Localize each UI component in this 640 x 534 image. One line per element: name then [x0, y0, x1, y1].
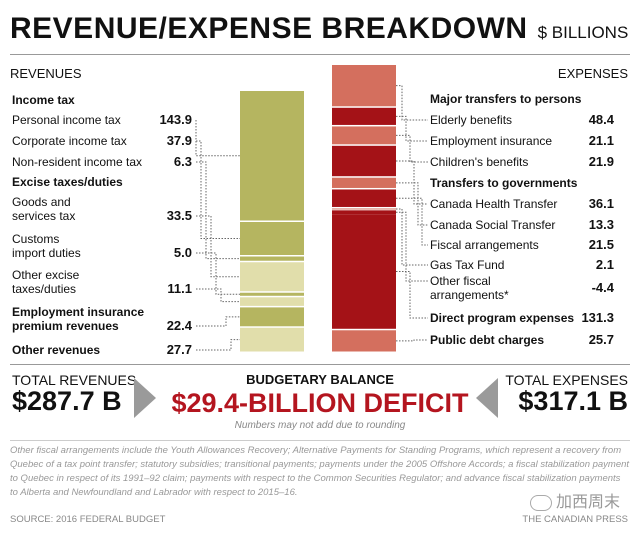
- bar-segment-personal-income-tax: [240, 91, 304, 221]
- leader-line-employment-insurance-premium-revenues: [196, 316, 240, 327]
- expense-label-fiscal-arrangements: Fiscal arrangements: [430, 238, 539, 252]
- left-arrow-icon: [476, 378, 498, 418]
- total-revenues-label: TOTAL REVENUES: [12, 372, 137, 388]
- expense-value-public-debt-charges: 25.7: [588, 332, 614, 347]
- leader-line-public-debt-charges: [396, 339, 428, 342]
- bar-segment-gas-tax-fund: [332, 208, 396, 210]
- title-row: REVENUE/EXPENSE BREAKDOWN $ BILLIONS: [10, 12, 628, 46]
- total-expenses-value: $317.1 B: [518, 386, 628, 416]
- bar-segment-other-revenues: [240, 327, 304, 352]
- bar-segment-children-s-benefits: [332, 126, 396, 145]
- expense-label-public-debt-charges: Public debt charges: [430, 333, 545, 347]
- leader-line-other-excise-taxes-duties: [196, 288, 240, 303]
- rounding-note: Numbers may not add due to rounding: [234, 420, 406, 431]
- bar-segment-other-fiscal-arrangements: [332, 210, 396, 215]
- footnote: Other fiscal arrangements include the Yo…: [10, 445, 630, 498]
- revenue-label-income-tax: Income tax: [12, 93, 75, 107]
- expense-value-other-fiscal-arrangements: -4.4: [591, 280, 614, 295]
- revenue-label-goods-and-services-tax: Goods and services tax: [12, 195, 76, 223]
- revenue-value-other-excise-taxes-duties: 11.1: [167, 281, 192, 296]
- total-revenues-value: $287.7 B: [12, 386, 122, 416]
- bar-segment-non-resident-income-tax: [240, 256, 304, 261]
- expenses-heading: EXPENSES: [557, 66, 628, 81]
- expense-label-canada-social-transfer: Canada Social Transfer: [430, 218, 556, 232]
- revenue-label-personal-income-tax: Personal income tax: [12, 113, 121, 127]
- unit-label: $ BILLIONS: [537, 23, 629, 42]
- revenue-label-corporate-income-tax: Corporate income tax: [12, 134, 127, 148]
- balance-label: BUDGETARY BALANCE: [246, 372, 394, 387]
- bar-segment-fiscal-arrangements: [332, 189, 396, 207]
- watermark: 加西周末: [530, 488, 620, 512]
- expense-value-employment-insurance: 21.1: [588, 133, 614, 148]
- leader-line-customs-import-duties: [196, 252, 240, 295]
- leader-line-children-s-benefits: [396, 134, 428, 163]
- expense-value-gas-tax-fund: 2.1: [595, 257, 614, 272]
- expense-value-direct-program-expenses: 131.3: [581, 310, 614, 325]
- expense-label-gas-tax-fund: Gas Tax Fund: [430, 258, 505, 272]
- bar-segment-direct-program-expenses: [332, 214, 396, 329]
- leader-line-goods-and-services-tax: [196, 215, 240, 278]
- deficit-value: $29.4-BILLION DEFICIT: [171, 388, 469, 418]
- leader-line-other-fiscal-arrangements: [396, 211, 428, 282]
- expense-label-employment-insurance: Employment insurance: [430, 134, 553, 148]
- leader-line-employment-insurance: [396, 115, 428, 142]
- right-arrow-icon: [134, 378, 156, 418]
- leader-line-gas-tax-fund: [396, 208, 428, 266]
- leader-line-elderly-benefits: [396, 85, 428, 121]
- bar-segment-public-debt-charges: [332, 330, 396, 352]
- revenue-label-excise-taxes-duties: Excise taxes/duties: [12, 175, 123, 189]
- bar-segment-canada-social-transfer: [332, 177, 396, 188]
- chart-title: REVENUE/EXPENSE BREAKDOWN: [10, 12, 528, 45]
- title-divider: [10, 54, 630, 55]
- expense-label-direct-program-expenses: Direct program expenses: [430, 311, 575, 325]
- bar-segment-customs-import-duties: [240, 292, 304, 296]
- revenue-value-personal-income-tax: 143.9: [159, 112, 192, 127]
- footnote-divider: [10, 440, 630, 441]
- expense-value-elderly-benefits: 48.4: [588, 112, 614, 127]
- expense-label-other-fiscal-arrangements: Other fiscal arrangements*: [430, 274, 509, 302]
- expense-value-children-s-benefits: 21.9: [588, 154, 614, 169]
- revenue-value-non-resident-income-tax: 6.3: [173, 154, 192, 169]
- bar-segment-employment-insurance: [332, 107, 396, 125]
- revenue-label-other-revenues: Other revenues: [12, 343, 101, 357]
- expense-value-canada-health-transfer: 36.1: [588, 196, 614, 211]
- revenue-label-employment-insurance-premium-revenues: Employment insurance premium revenues: [12, 305, 145, 333]
- expense-label-transfers-to-governments: Transfers to governments: [430, 176, 578, 190]
- expense-value-fiscal-arrangements: 21.5: [588, 237, 614, 252]
- bar-segment-goods-and-services-tax: [240, 262, 304, 292]
- bar-segment-elderly-benefits: [332, 65, 396, 107]
- leader-line-other-revenues: [196, 339, 240, 351]
- revenue-value-corporate-income-tax: 37.9: [166, 133, 192, 148]
- expense-label-major-transfers-to-persons: Major transfers to persons: [430, 92, 582, 106]
- leader-line-fiscal-arrangements: [396, 197, 428, 246]
- expense-value-canada-social-transfer: 13.3: [588, 217, 614, 232]
- revenue-value-other-revenues: 27.7: [166, 342, 192, 357]
- credit-line: THE CANADIAN PRESS: [522, 514, 628, 525]
- leader-line-canada-social-transfer: [396, 182, 428, 226]
- wechat-icon: [530, 494, 552, 511]
- leader-line-personal-income-tax: [195, 120, 240, 157]
- revenue-value-customs-import-duties: 5.0: [173, 245, 192, 260]
- leader-line-direct-program-expenses: [396, 270, 428, 319]
- revenue-value-employment-insurance-premium-revenues: 22.4: [166, 318, 192, 333]
- leader-line-non-resident-income-tax: [196, 161, 240, 260]
- watermark-text: 加西周末: [556, 494, 621, 511]
- bar-segment-other-excise-taxes-duties: [240, 297, 304, 306]
- expense-label-children-s-benefits: Children's benefits: [430, 155, 529, 169]
- expense-label-canada-health-transfer: Canada Health Transfer: [430, 197, 558, 211]
- totals-divider: [10, 364, 630, 365]
- revenue-label-customs-import-duties: Customs import duties: [12, 232, 81, 260]
- source-line: SOURCE: 2016 FEDERAL BUDGET: [10, 514, 166, 525]
- bar-segment-canada-health-transfer: [332, 145, 396, 177]
- revenue-value-goods-and-services-tax: 33.5: [166, 208, 192, 223]
- revenue-label-non-resident-income-tax: Non-resident income tax: [12, 155, 143, 169]
- bar-segment-employment-insurance-premium-revenues: [240, 307, 304, 327]
- bar-segment-corporate-income-tax: [240, 222, 304, 256]
- expense-label-elderly-benefits: Elderly benefits: [430, 113, 513, 127]
- revenues-heading: REVENUES: [10, 66, 82, 81]
- revenue-label-other-excise-taxes-duties: Other excise taxes/duties: [12, 268, 80, 296]
- total-expenses-label: TOTAL EXPENSES: [505, 372, 628, 388]
